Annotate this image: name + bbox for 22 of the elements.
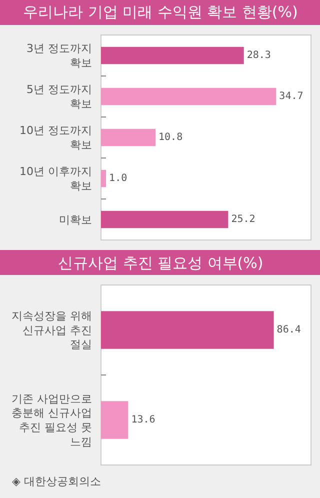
y-tick-label: 기존 사업만으로 충분해 신규사업 추진 필요성 못 느낌 xyxy=(12,392,92,448)
data-label: 28.3 xyxy=(246,50,271,61)
data-label: 34.7 xyxy=(279,91,304,102)
data-label: 86.4 xyxy=(276,324,301,336)
text: ◈ 대한상공회의소 xyxy=(12,475,101,488)
data-label: 1.0 xyxy=(109,173,128,184)
y-tick-label: 3년 정도까지 확보 xyxy=(26,42,92,70)
chart-title: 신규사업 추진 필요성 여부(%) xyxy=(58,254,264,272)
data-label: 10.8 xyxy=(158,132,183,143)
bar xyxy=(101,88,276,106)
y-tick-label: 5년 정도까지 확보 xyxy=(26,83,92,110)
y-tick-label: 10년 이후까지 확보 xyxy=(20,165,92,192)
bar xyxy=(101,46,244,64)
data-label: 25.2 xyxy=(231,214,256,225)
y-tick-label: 미확보 xyxy=(59,213,92,226)
data-label: 13.6 xyxy=(131,414,156,426)
bar xyxy=(101,170,106,188)
bar xyxy=(101,128,156,146)
y-tick-label: 지속성장을 위해 신규사업 추진 절실 xyxy=(12,310,92,352)
bar xyxy=(101,210,228,228)
y-tick-label: 10년 정도까지 확보 xyxy=(20,124,92,152)
chart-title: 우리나라 기업 미래 수익원 확보 현황(%) xyxy=(23,3,298,21)
